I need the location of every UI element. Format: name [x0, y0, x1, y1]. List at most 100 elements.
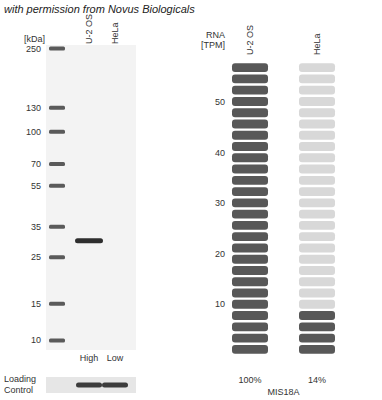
marker-label: 55 — [31, 181, 41, 191]
blot-membrane — [46, 45, 136, 350]
pill-filled — [232, 86, 268, 95]
category-label: HeLa — [312, 33, 322, 55]
loading-control-label-line: Loading — [4, 374, 36, 384]
ladder-band — [49, 162, 65, 166]
pill-filled — [299, 345, 335, 354]
pill-empty — [299, 74, 335, 83]
pill-empty — [299, 210, 335, 219]
ladder-band — [49, 255, 65, 259]
pill-empty — [299, 255, 335, 264]
y-axis-label-line: RNA — [206, 30, 225, 40]
pill-empty — [299, 187, 335, 196]
sample-band — [75, 238, 103, 243]
pill-filled — [232, 142, 268, 151]
pill-filled — [232, 244, 268, 253]
rna-plot — [232, 63, 335, 354]
pill-empty — [299, 266, 335, 275]
ladder — [49, 47, 65, 343]
pill-filled — [232, 266, 268, 275]
watermark: with permission from Novus Biologicals — [4, 3, 195, 15]
category-label: U-2 OS — [245, 25, 255, 55]
loading-control-band — [102, 383, 128, 388]
pill-empty — [299, 198, 335, 207]
pill-filled — [299, 322, 335, 331]
lane-label: U-2 OS — [84, 14, 94, 44]
y-tick-label: 10 — [215, 299, 225, 309]
pill-empty — [299, 153, 335, 162]
pill-empty — [299, 131, 335, 140]
loading-control-strip — [46, 377, 136, 393]
marker-label: 15 — [31, 299, 41, 309]
pill-empty — [299, 277, 335, 286]
pill-filled — [232, 198, 268, 207]
unit-label: [kDa] — [24, 34, 45, 44]
rna-column — [299, 63, 335, 354]
background — [0, 0, 382, 400]
pill-empty — [299, 142, 335, 151]
pill-filled — [232, 131, 268, 140]
pill-filled — [232, 289, 268, 298]
pill-filled — [232, 232, 268, 241]
gene-title: MIS18A — [267, 387, 299, 397]
rna-value-pills — [299, 311, 335, 354]
ladder-band — [49, 184, 65, 188]
pill-empty — [299, 300, 335, 309]
y-tick-label: 40 — [215, 148, 225, 158]
y-tick-label: 50 — [215, 97, 225, 107]
pill-filled — [232, 322, 268, 331]
loading-control-band — [76, 383, 102, 388]
pill-filled — [232, 334, 268, 343]
pill-empty — [299, 176, 335, 185]
pill-filled — [299, 311, 335, 320]
pill-empty — [299, 63, 335, 72]
pill-filled — [232, 120, 268, 129]
ladder-band — [49, 106, 65, 110]
pill-filled — [232, 277, 268, 286]
pill-filled — [232, 255, 268, 264]
lane-level: High — [80, 353, 99, 363]
rna-column — [232, 63, 268, 354]
ladder-band — [49, 302, 65, 306]
lane-level: Low — [107, 353, 124, 363]
marker-label: 130 — [26, 103, 41, 113]
pill-empty — [299, 232, 335, 241]
loading-control-label-line: Control — [4, 385, 33, 395]
ladder-band — [49, 225, 65, 229]
pill-filled — [299, 334, 335, 343]
pill-filled — [232, 176, 268, 185]
y-tick-label: 30 — [215, 198, 225, 208]
marker-label: 10 — [31, 335, 41, 345]
pill-filled — [232, 108, 268, 117]
pill-empty — [299, 165, 335, 174]
pill-empty — [299, 289, 335, 298]
percent-label: 14% — [308, 375, 326, 385]
loading-control-label: LoadingControl — [4, 374, 36, 395]
marker-label: 70 — [31, 159, 41, 169]
ladder-band — [49, 130, 65, 134]
pill-filled — [232, 74, 268, 83]
marker-label: 25 — [31, 252, 41, 262]
pill-filled — [232, 300, 268, 309]
pill-filled — [232, 210, 268, 219]
pill-empty — [299, 120, 335, 129]
pill-empty — [299, 97, 335, 106]
pill-filled — [232, 221, 268, 230]
figure: with permission from Novus Biologicals [k… — [0, 0, 382, 400]
ladder-band — [49, 338, 65, 342]
ladder-band — [49, 47, 65, 51]
pill-filled — [232, 311, 268, 320]
lane-label: HeLa — [110, 22, 120, 44]
marker-label: 35 — [31, 222, 41, 232]
pill-filled — [232, 153, 268, 162]
marker-label: 100 — [26, 127, 41, 137]
percent-label: 100% — [238, 375, 261, 385]
pill-filled — [232, 97, 268, 106]
pill-filled — [232, 63, 268, 72]
pill-filled — [232, 187, 268, 196]
y-axis-label: RNA[TPM] — [201, 30, 225, 50]
pill-empty — [299, 244, 335, 253]
pill-filled — [232, 345, 268, 354]
y-axis-label-line: [TPM] — [201, 40, 225, 50]
pill-filled — [232, 165, 268, 174]
pill-empty — [299, 221, 335, 230]
